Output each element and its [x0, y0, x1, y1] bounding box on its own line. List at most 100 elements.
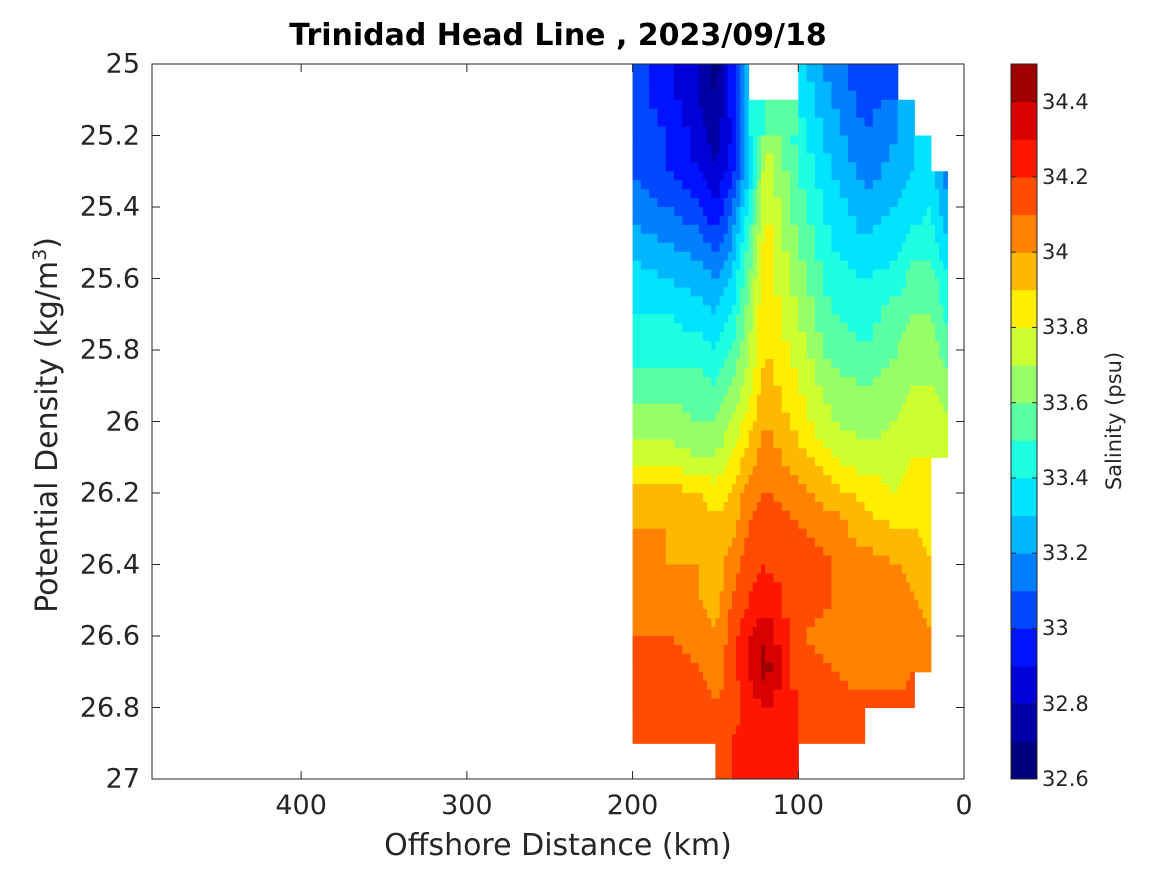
contour-cell	[632, 627, 642, 637]
contour-cell	[781, 627, 791, 637]
contour-cell	[640, 394, 650, 405]
contour-cell	[922, 215, 928, 226]
contour-cell	[781, 135, 791, 146]
contour-cell	[814, 457, 824, 467]
contour-cell	[773, 350, 783, 360]
contour-cell	[732, 341, 737, 351]
contour-cell	[839, 698, 849, 709]
contour-cell	[756, 358, 762, 369]
contour-cell	[930, 341, 936, 351]
contour-cell	[649, 180, 659, 190]
contour-cell	[773, 323, 783, 333]
contour-cell	[790, 698, 799, 709]
contour-cell	[632, 609, 642, 619]
contour-cell	[926, 484, 932, 494]
contour-cell	[864, 64, 899, 101]
contour-cell	[711, 162, 717, 172]
contour-cell	[665, 358, 675, 369]
contour-cell	[761, 457, 766, 467]
contour-cell	[736, 493, 741, 503]
contour-cell	[711, 484, 717, 494]
contour-cell	[806, 269, 816, 280]
contour-cell	[674, 510, 683, 521]
contour-cell	[723, 72, 729, 83]
contour-cell	[781, 644, 791, 655]
contour-cell	[707, 501, 712, 512]
contour-cell	[719, 430, 725, 440]
contour-cell	[682, 591, 692, 601]
contour-cell	[649, 81, 659, 92]
contour-cell	[889, 653, 899, 664]
contour-cell	[752, 484, 758, 494]
contour-cell	[752, 770, 758, 779]
contour-cell	[732, 716, 737, 726]
contour-cell	[632, 698, 642, 709]
contour-cell	[752, 493, 758, 503]
contour-cell	[814, 207, 824, 217]
contour-cell	[806, 421, 816, 432]
contour-cell	[781, 573, 791, 583]
contour-cell	[773, 242, 783, 253]
contour-cell	[756, 761, 762, 771]
contour-cell	[839, 600, 849, 610]
contour-cell	[690, 224, 700, 235]
contour-cell	[719, 403, 725, 414]
contour-cell	[939, 314, 944, 324]
contour-cell	[798, 528, 808, 539]
contour-cell	[752, 412, 758, 423]
contour-cell	[773, 600, 783, 610]
contour-cell	[657, 644, 667, 655]
contour-cell	[761, 207, 766, 217]
contour-cell	[910, 475, 915, 485]
contour-cell	[703, 564, 708, 575]
contour-cell	[748, 260, 754, 271]
contour-cell	[674, 412, 683, 423]
contour-cell	[901, 698, 907, 709]
contour-cell	[922, 287, 928, 297]
contour-cell	[727, 716, 733, 726]
contour-cell	[773, 501, 783, 512]
contour-cell	[918, 242, 924, 253]
contour-cell	[906, 189, 911, 199]
contour-cell	[649, 385, 659, 396]
contour-cell	[773, 591, 783, 601]
contour-cell	[910, 412, 915, 423]
contour-cell	[864, 117, 874, 128]
contour-cell	[914, 421, 920, 432]
contour-cell	[889, 367, 899, 378]
contour-cell	[848, 582, 857, 592]
contour-cell	[814, 251, 824, 262]
contour-cell	[922, 466, 928, 476]
contour-cell	[897, 287, 903, 297]
contour-cell	[926, 573, 932, 583]
contour-cell	[872, 484, 882, 494]
contour-cell	[939, 296, 944, 306]
contour-cell	[839, 287, 849, 297]
contour-cell	[715, 332, 721, 342]
contour-cell	[872, 117, 882, 128]
contour-cell	[727, 725, 733, 735]
contour-cell	[707, 189, 712, 199]
contour-cell	[732, 689, 737, 700]
contour-cell	[864, 457, 874, 467]
contour-cell	[744, 332, 750, 342]
contour-cell	[740, 126, 746, 137]
contour-cell	[732, 653, 737, 664]
contour-cell	[914, 314, 920, 324]
contour-cell	[723, 350, 729, 360]
contour-cell	[798, 224, 808, 235]
colorbar-tick-label: 33.2	[1042, 541, 1089, 566]
contour-cell	[657, 233, 667, 244]
contour-cell	[914, 189, 920, 199]
contour-cell	[632, 421, 642, 432]
contour-cell	[674, 644, 683, 655]
contour-cell	[690, 555, 700, 566]
contour-cell	[698, 448, 704, 458]
contour-cell	[736, 761, 741, 771]
contour-cell	[798, 126, 808, 137]
contour-cell	[848, 430, 857, 440]
contour-cell	[665, 296, 675, 306]
contour-cell	[856, 600, 866, 610]
contour-cell	[744, 582, 750, 592]
contour-cell	[806, 332, 816, 342]
